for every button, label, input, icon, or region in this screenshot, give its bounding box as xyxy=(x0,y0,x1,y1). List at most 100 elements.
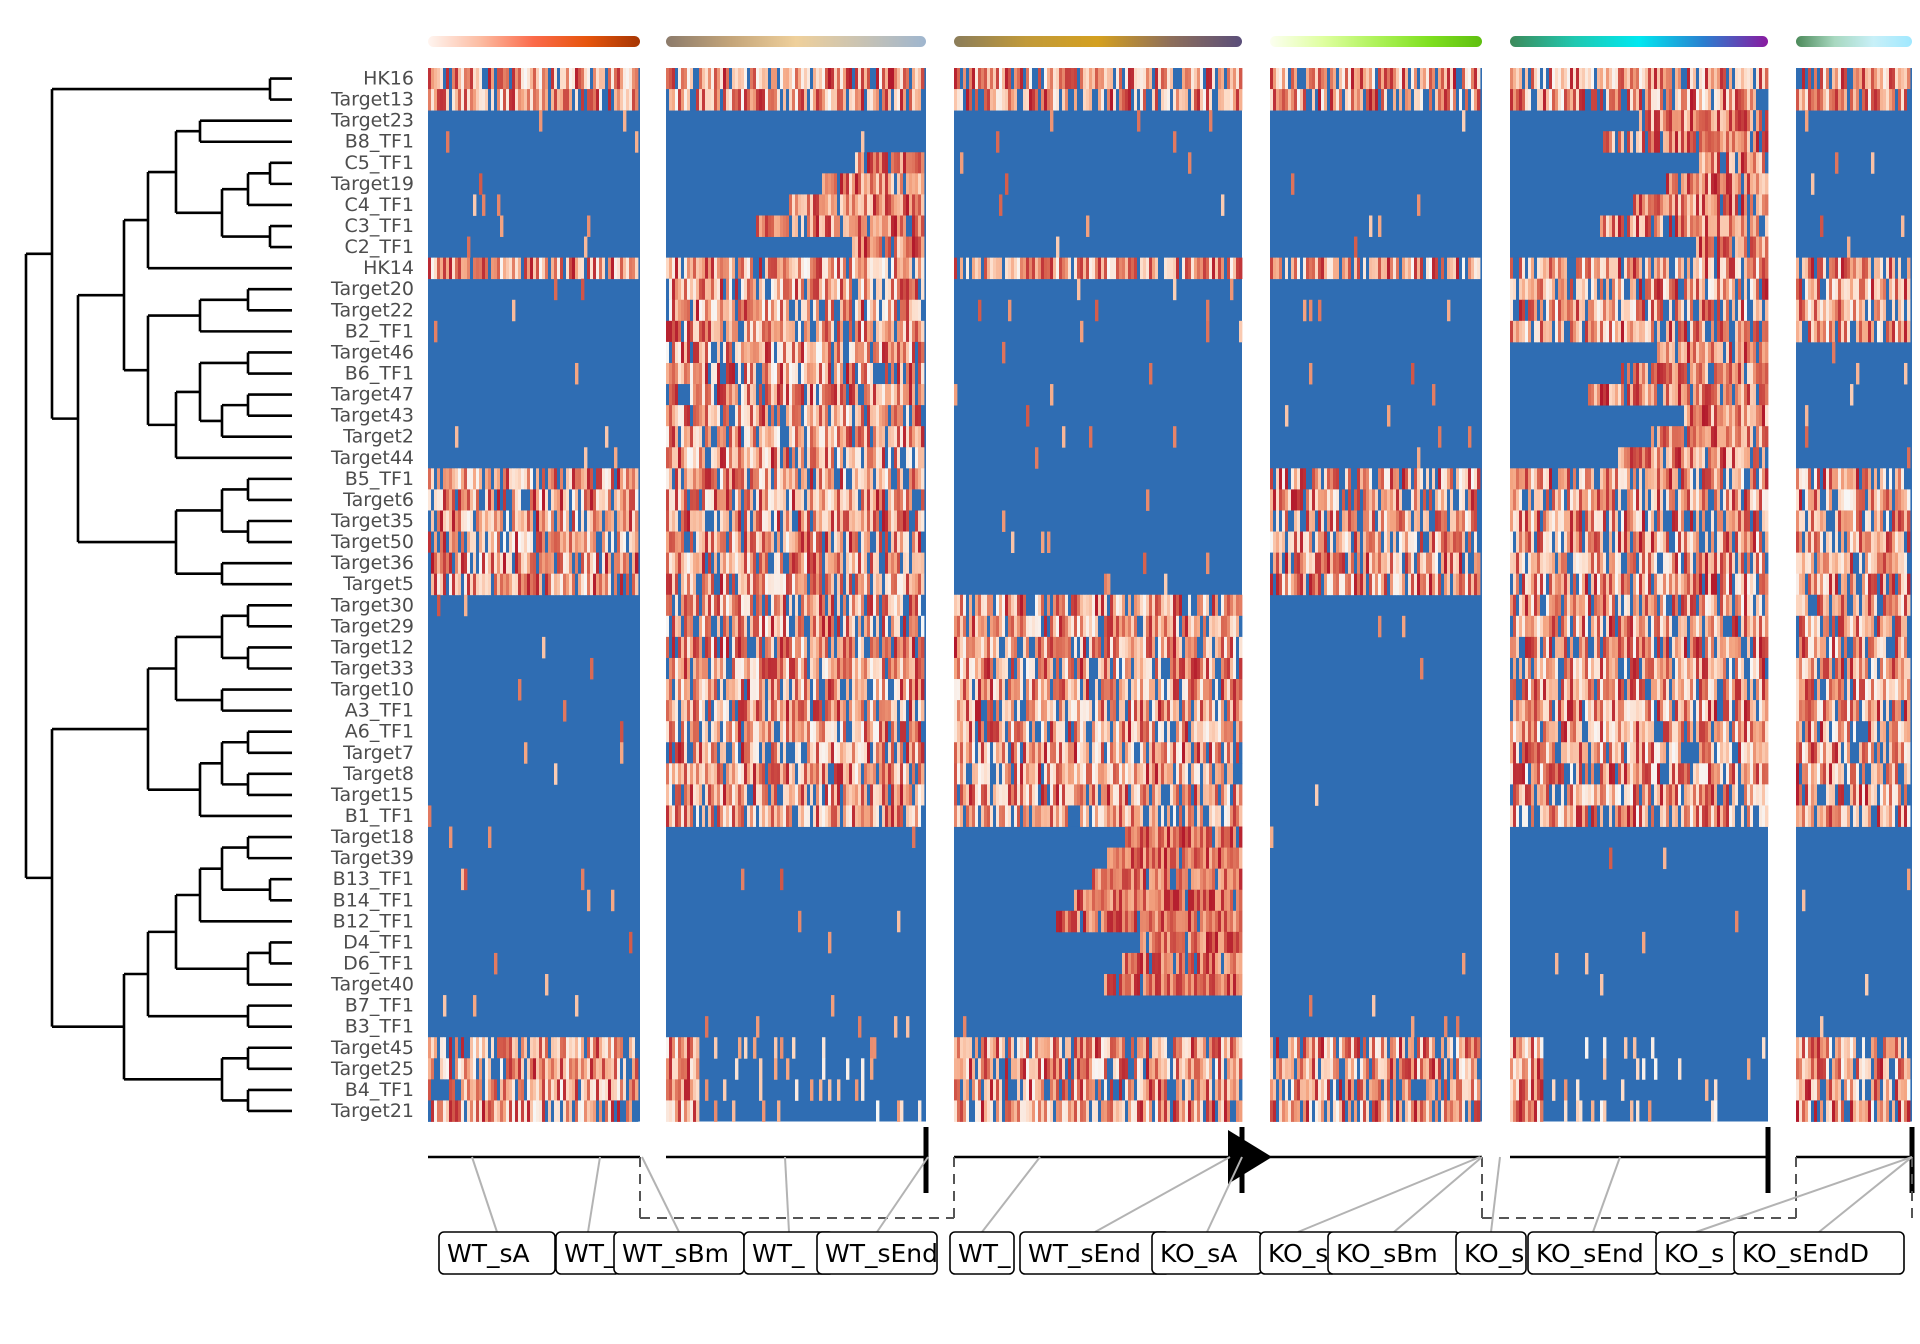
heat-cell xyxy=(678,763,682,785)
heat-cell xyxy=(780,868,784,891)
heat-cell xyxy=(500,573,504,596)
heat-cell xyxy=(1185,257,1189,280)
heat-cell xyxy=(476,1058,480,1080)
heat-cell xyxy=(530,68,534,90)
heat-cell xyxy=(1110,679,1114,701)
heat-cell xyxy=(867,594,871,617)
heat-cell xyxy=(440,1100,444,1122)
heat-cell xyxy=(762,763,766,785)
heat-cell xyxy=(1050,679,1054,701)
heat-cell xyxy=(678,257,682,280)
heat-cell xyxy=(825,679,829,701)
heat-cell xyxy=(831,68,835,90)
heat-cell xyxy=(975,257,979,280)
heat-cell xyxy=(506,468,510,490)
heat-cell xyxy=(605,489,609,511)
heat-cell xyxy=(1131,742,1135,764)
heat-cell xyxy=(581,573,585,596)
heat-cell xyxy=(720,257,724,280)
heat-cell xyxy=(837,742,841,764)
heat-cell xyxy=(434,573,438,596)
heat-cell xyxy=(834,594,838,617)
heat-cell xyxy=(1233,721,1237,743)
heat-cell xyxy=(1233,594,1237,617)
heat-cell xyxy=(687,1100,691,1122)
heat-cell xyxy=(629,89,633,111)
heat-cell xyxy=(693,742,697,764)
heat-cell xyxy=(1047,615,1051,638)
heat-cell xyxy=(882,763,886,785)
heat-cell xyxy=(888,405,892,427)
heat-cell xyxy=(696,742,700,764)
heat-cell xyxy=(1230,594,1234,617)
heat-cell xyxy=(825,194,829,216)
heat-cell xyxy=(443,257,447,280)
heat-cell xyxy=(873,299,877,322)
heat-cell xyxy=(828,362,832,385)
heat-cell xyxy=(963,742,967,764)
heat-cell xyxy=(1224,257,1228,280)
heat-cell xyxy=(708,426,712,448)
heat-cell xyxy=(804,447,808,469)
heat-cell xyxy=(822,700,826,722)
heat-cell xyxy=(1206,636,1210,659)
heat-cell xyxy=(918,447,922,469)
heat-cell xyxy=(879,447,883,469)
heat-cell xyxy=(729,405,733,427)
heat-cell xyxy=(530,531,534,554)
heat-cell xyxy=(915,594,919,617)
heat-cell xyxy=(852,742,856,764)
heat-cell xyxy=(635,1100,639,1122)
heat-cell xyxy=(1035,447,1039,469)
heat-cell xyxy=(729,721,733,743)
heat-cell xyxy=(846,278,850,301)
heat-cell xyxy=(909,636,913,659)
heat-cell xyxy=(837,341,841,364)
heat-cell xyxy=(1149,657,1153,680)
heat-cell xyxy=(560,1058,564,1080)
heat-cell xyxy=(1161,68,1165,90)
heat-cell xyxy=(708,763,712,785)
heat-cell xyxy=(750,384,754,406)
heat-cell xyxy=(675,1058,679,1080)
heat-cell xyxy=(903,362,907,385)
heat-cell xyxy=(789,615,793,638)
heat-cell xyxy=(789,721,793,743)
heat-cell xyxy=(741,552,745,575)
heat-cell xyxy=(1209,89,1213,111)
heat-cell xyxy=(738,257,742,280)
heat-cell xyxy=(750,573,754,596)
heat-cell xyxy=(978,68,982,90)
heat-cell xyxy=(789,384,793,406)
heat-cell xyxy=(536,1079,540,1101)
heat-cell xyxy=(702,299,706,322)
heat-cell xyxy=(783,552,787,575)
heat-cell xyxy=(1026,594,1030,617)
heat-cell xyxy=(684,1079,688,1101)
heat-cell xyxy=(705,784,709,806)
heat-cell xyxy=(795,194,799,216)
heat-cell xyxy=(464,257,468,280)
heat-cell xyxy=(744,742,748,764)
heat-cell xyxy=(560,552,564,575)
heat-cell xyxy=(470,68,474,90)
heat-cell xyxy=(449,68,453,90)
heat-cell xyxy=(912,679,916,701)
heat-cell xyxy=(804,615,808,638)
heat-cell xyxy=(921,341,925,364)
panel-color-bar xyxy=(1796,36,1912,47)
heat-cell xyxy=(545,1037,549,1059)
heat-cell xyxy=(1116,636,1120,659)
heat-cell xyxy=(921,636,925,659)
heat-cell xyxy=(891,784,895,806)
heat-cell xyxy=(828,531,832,554)
heat-cell xyxy=(774,679,778,701)
heat-cell xyxy=(666,447,670,469)
heat-cell xyxy=(569,573,573,596)
heat-cell xyxy=(810,468,814,490)
heat-cell xyxy=(617,89,621,111)
heat-cell xyxy=(750,278,754,301)
heat-cell xyxy=(984,700,988,722)
heat-cell xyxy=(909,384,913,406)
heat-cell xyxy=(1041,89,1045,111)
